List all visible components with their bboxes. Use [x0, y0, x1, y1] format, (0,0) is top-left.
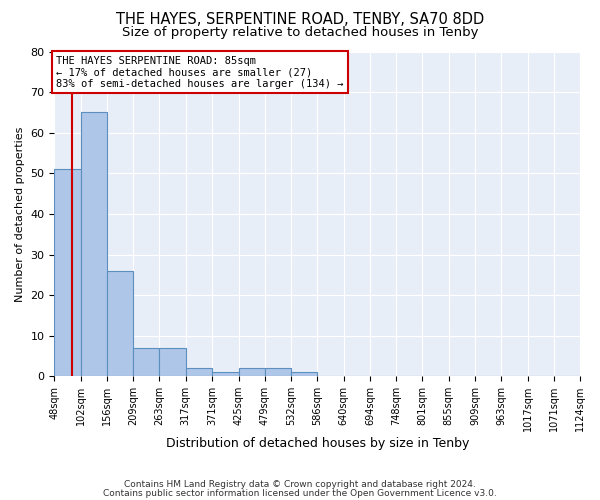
Bar — [186, 368, 212, 376]
Bar — [107, 271, 133, 376]
Bar — [265, 368, 291, 376]
X-axis label: Distribution of detached houses by size in Tenby: Distribution of detached houses by size … — [166, 437, 469, 450]
Bar — [239, 368, 265, 376]
Text: Contains HM Land Registry data © Crown copyright and database right 2024.: Contains HM Land Registry data © Crown c… — [124, 480, 476, 489]
Text: THE HAYES SERPENTINE ROAD: 85sqm
← 17% of detached houses are smaller (27)
83% o: THE HAYES SERPENTINE ROAD: 85sqm ← 17% o… — [56, 56, 343, 89]
Text: THE HAYES, SERPENTINE ROAD, TENBY, SA70 8DD: THE HAYES, SERPENTINE ROAD, TENBY, SA70 … — [116, 12, 484, 28]
Text: Contains public sector information licensed under the Open Government Licence v3: Contains public sector information licen… — [103, 488, 497, 498]
Bar — [55, 170, 81, 376]
Y-axis label: Number of detached properties: Number of detached properties — [15, 126, 25, 302]
Bar — [291, 372, 317, 376]
Bar — [160, 348, 186, 376]
Bar — [212, 372, 239, 376]
Text: Size of property relative to detached houses in Tenby: Size of property relative to detached ho… — [122, 26, 478, 39]
Bar — [81, 112, 107, 376]
Bar — [133, 348, 160, 376]
